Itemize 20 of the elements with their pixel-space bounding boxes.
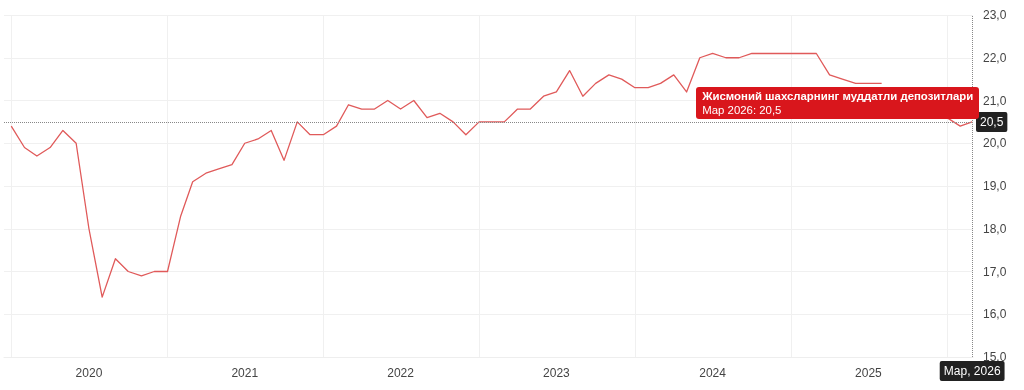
- x-tick-label: 2023: [543, 366, 571, 380]
- y-tick-label: 16,0: [983, 307, 1007, 322]
- ref-line-label: 20,5: [980, 114, 1004, 129]
- y-tick-label: 17,0: [983, 264, 1007, 279]
- ref-line-label: Мар, 2026: [943, 364, 1001, 378]
- x-tick-label: 2024: [699, 366, 727, 380]
- x-tick-label: 2025: [855, 366, 883, 380]
- x-tick-label: 2020: [75, 366, 103, 380]
- x-tick-label: 2021: [231, 366, 259, 380]
- y-tick-label: 20,0: [983, 136, 1007, 151]
- y-tick-label: 19,0: [983, 179, 1007, 193]
- annotation: Жисмоний шахсларнинг муддатли депозитлари: [702, 88, 974, 103]
- y-tick-label: 22,0: [983, 50, 1007, 65]
- annotation: Мар 2026: 20,5: [702, 103, 782, 116]
- y-tick-label: 21,0: [983, 93, 1007, 108]
- y-tick-label: 23,0: [983, 8, 1007, 22]
- y-tick-label: 15,0: [983, 350, 1007, 364]
- y-tick-label: 18,0: [983, 221, 1007, 236]
- x-tick-label: 2022: [387, 366, 415, 380]
- callout-box: Жисмоний шахсларнинг муддатли депозитлари Мар 2026: 20,5: [696, 86, 980, 119]
